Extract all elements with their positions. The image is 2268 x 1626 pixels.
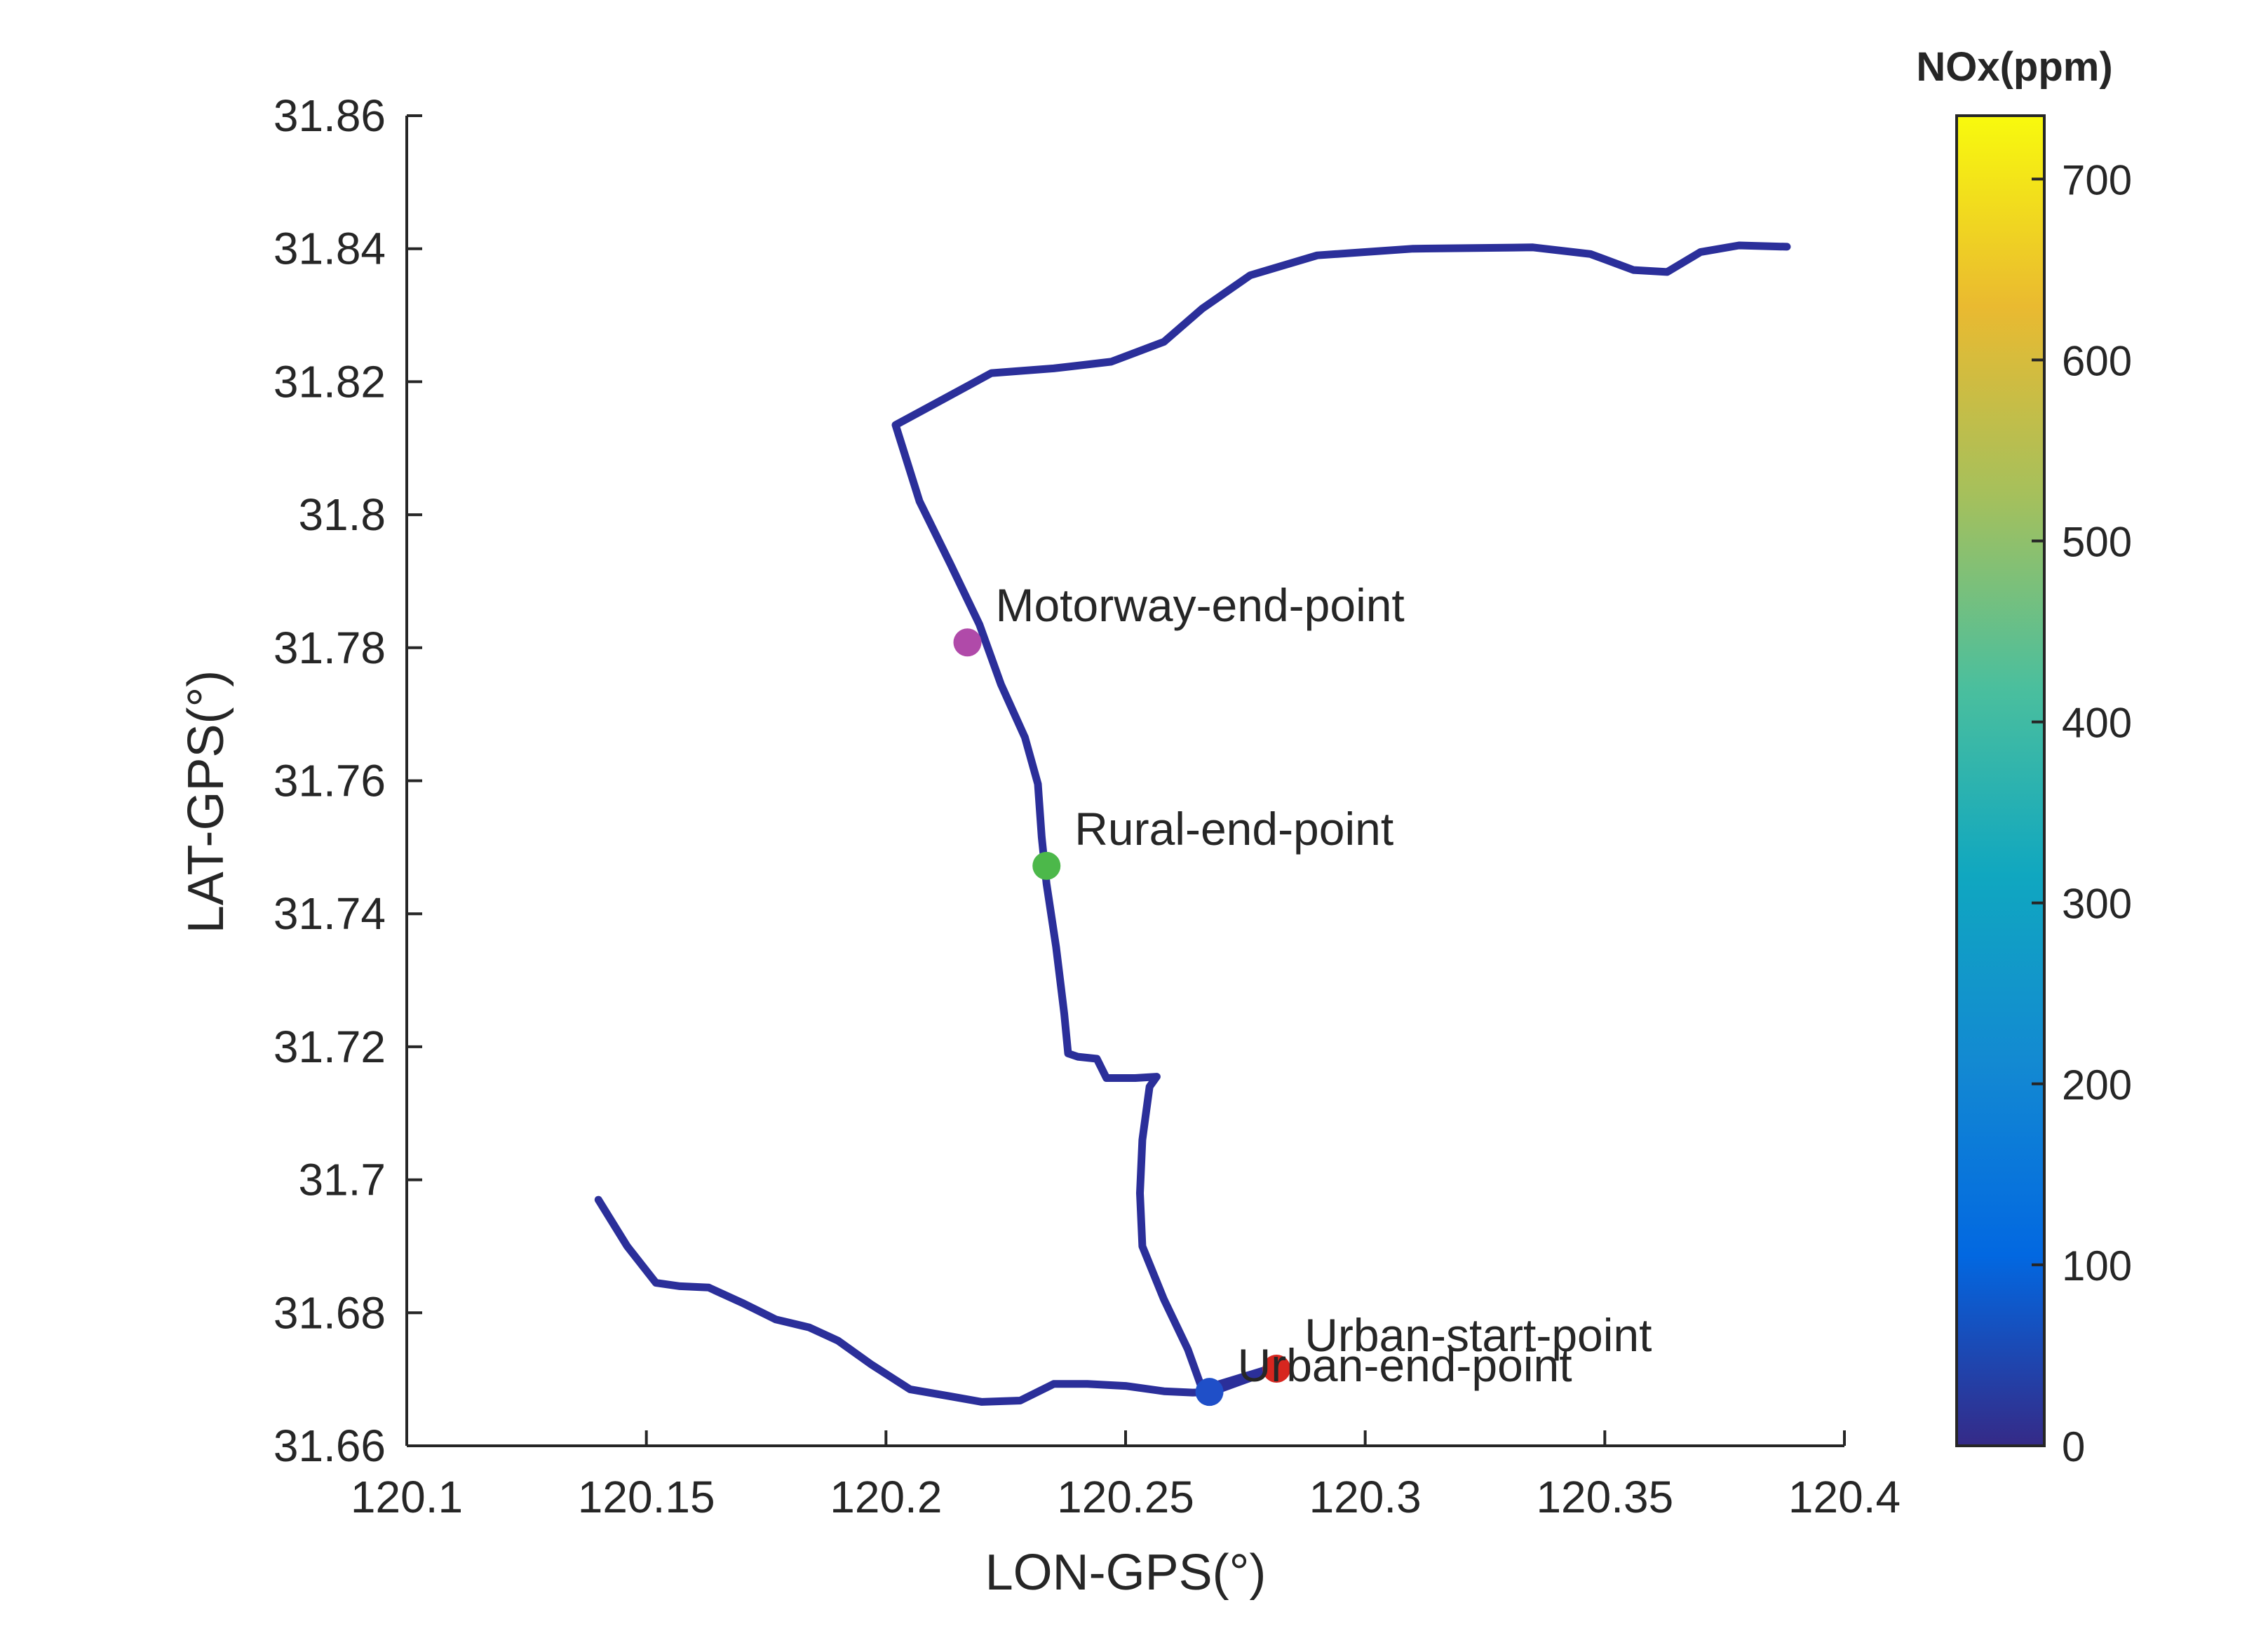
colorbar-tick-label: 700 <box>2062 156 2132 203</box>
colorbar-tick-label: 500 <box>2062 519 2132 566</box>
marker-urban-start-point <box>1262 1354 1291 1383</box>
x-tick-label: 120.25 <box>1057 1472 1194 1522</box>
colorbar-ticks: 0 100 200 300 400 500 600 700 <box>2032 156 2132 1470</box>
colorbar: 0 100 200 300 400 500 600 700 NOx(ppm) <box>1916 44 2132 1470</box>
y-tick-label: 31.66 <box>274 1421 386 1471</box>
colorbar-tick-label: 100 <box>2062 1242 2132 1289</box>
markers-layer: Motorway-end-point Rural-end-point Urban-s… <box>953 579 1652 1407</box>
y-axis-label: LAT-GPS(°) <box>178 670 234 934</box>
y-tick-label: 31.72 <box>274 1022 386 1072</box>
x-tick-label: 120.15 <box>578 1472 715 1522</box>
colorbar-tick-label: 200 <box>2062 1062 2132 1109</box>
x-tick-label: 120.1 <box>351 1472 463 1522</box>
y-tick-label: 31.7 <box>298 1155 386 1205</box>
x-axis-label: LON-GPS(°) <box>985 1545 1267 1601</box>
y-tick-label: 31.82 <box>274 356 386 407</box>
colorbar-title: NOx(ppm) <box>1916 44 2112 90</box>
marker-motorway-end-point <box>953 628 982 657</box>
y-tick-label: 31.68 <box>274 1287 386 1338</box>
route-layer <box>594 241 1791 1406</box>
x-axis-ticks: 120.1 120.15 120.2 120.25 120.3 120.35 120.4 <box>351 1430 1901 1522</box>
y-tick-label: 31.84 <box>274 224 386 274</box>
y-axis-ticks: 31.66 31.68 31.7 31.72 31.74 31.76 31.78 31.8 31… <box>274 90 422 1471</box>
y-tick-label: 31.76 <box>274 756 386 806</box>
y-tick-label: 31.78 <box>274 623 386 673</box>
colorbar-tick-label: 300 <box>2062 881 2132 928</box>
colorbar-tick-label: 600 <box>2062 337 2132 384</box>
x-tick-label: 120.4 <box>1788 1472 1901 1522</box>
marker-rural-end-point <box>1032 851 1061 880</box>
marker-urban-end-point <box>1195 1378 1224 1407</box>
y-tick-label: 31.86 <box>274 90 386 141</box>
label-urban-end-point: Urban-end-point <box>1238 1339 1572 1391</box>
x-tick-label: 120.2 <box>830 1472 942 1522</box>
x-tick-label: 120.3 <box>1309 1472 1422 1522</box>
x-tick-label: 120.35 <box>1536 1472 1673 1522</box>
colorbar-tick-label: 400 <box>2062 700 2132 747</box>
label-urban-start-point: Urban-start-point <box>1304 1309 1652 1361</box>
label-motorway-end-point: Motorway-end-point <box>996 579 1405 631</box>
colorbar-scale <box>1955 114 2046 1447</box>
label-rural-end-point: Rural-end-point <box>1074 803 1393 855</box>
plot-axes <box>405 116 1844 1447</box>
route-line <box>594 241 1791 1406</box>
y-tick-label: 31.74 <box>274 888 386 939</box>
y-tick-label: 31.8 <box>298 489 386 540</box>
colorbar-tick-label: 0 <box>2062 1423 2085 1470</box>
